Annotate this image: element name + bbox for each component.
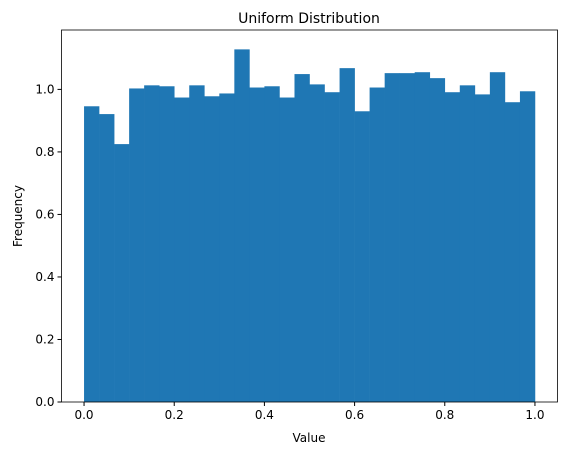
bar bbox=[84, 106, 100, 402]
bar bbox=[219, 93, 235, 402]
bar bbox=[249, 87, 265, 403]
x-tick-label: 0.4 bbox=[255, 408, 274, 422]
bar bbox=[444, 92, 461, 402]
bar bbox=[114, 144, 130, 403]
bar bbox=[489, 72, 506, 402]
bar bbox=[189, 85, 205, 403]
bar bbox=[129, 88, 145, 402]
y-tick-label: 0.6 bbox=[35, 207, 54, 221]
bar bbox=[294, 74, 310, 403]
bar bbox=[504, 102, 521, 402]
y-tick-label: 1.0 bbox=[35, 82, 54, 96]
bar bbox=[519, 91, 536, 402]
bar bbox=[264, 86, 280, 402]
x-tick-label: 0.8 bbox=[435, 408, 454, 422]
x-tick-label: 0.0 bbox=[74, 408, 93, 422]
bar bbox=[309, 84, 325, 402]
bar bbox=[204, 96, 220, 402]
bar bbox=[369, 87, 385, 403]
bar bbox=[159, 86, 175, 402]
bar bbox=[414, 72, 431, 402]
bar bbox=[324, 92, 340, 402]
bar bbox=[279, 97, 295, 402]
chart-title: Uniform Distribution bbox=[238, 11, 380, 27]
plot-frame bbox=[61, 29, 558, 403]
y-tick-label: 0.4 bbox=[35, 270, 54, 284]
bar bbox=[384, 73, 400, 402]
y-tick-label: 0.0 bbox=[35, 395, 54, 409]
x-axis-label: Value bbox=[293, 431, 326, 445]
bar bbox=[339, 68, 355, 402]
bar bbox=[234, 49, 250, 403]
bar bbox=[354, 111, 370, 402]
bar bbox=[474, 94, 491, 402]
y-tick-label: 0.8 bbox=[35, 145, 54, 159]
bar bbox=[174, 97, 190, 402]
x-tick-label: 0.6 bbox=[345, 408, 364, 422]
bar bbox=[99, 114, 115, 402]
bar bbox=[429, 78, 446, 402]
bar bbox=[144, 85, 160, 403]
bar bbox=[399, 73, 415, 402]
x-tick-label: 1.0 bbox=[525, 408, 544, 422]
x-tick-label: 0.2 bbox=[165, 408, 184, 422]
y-axis-label: Frequency bbox=[11, 185, 25, 247]
bar bbox=[459, 85, 476, 403]
y-tick-label: 0.2 bbox=[35, 332, 54, 346]
